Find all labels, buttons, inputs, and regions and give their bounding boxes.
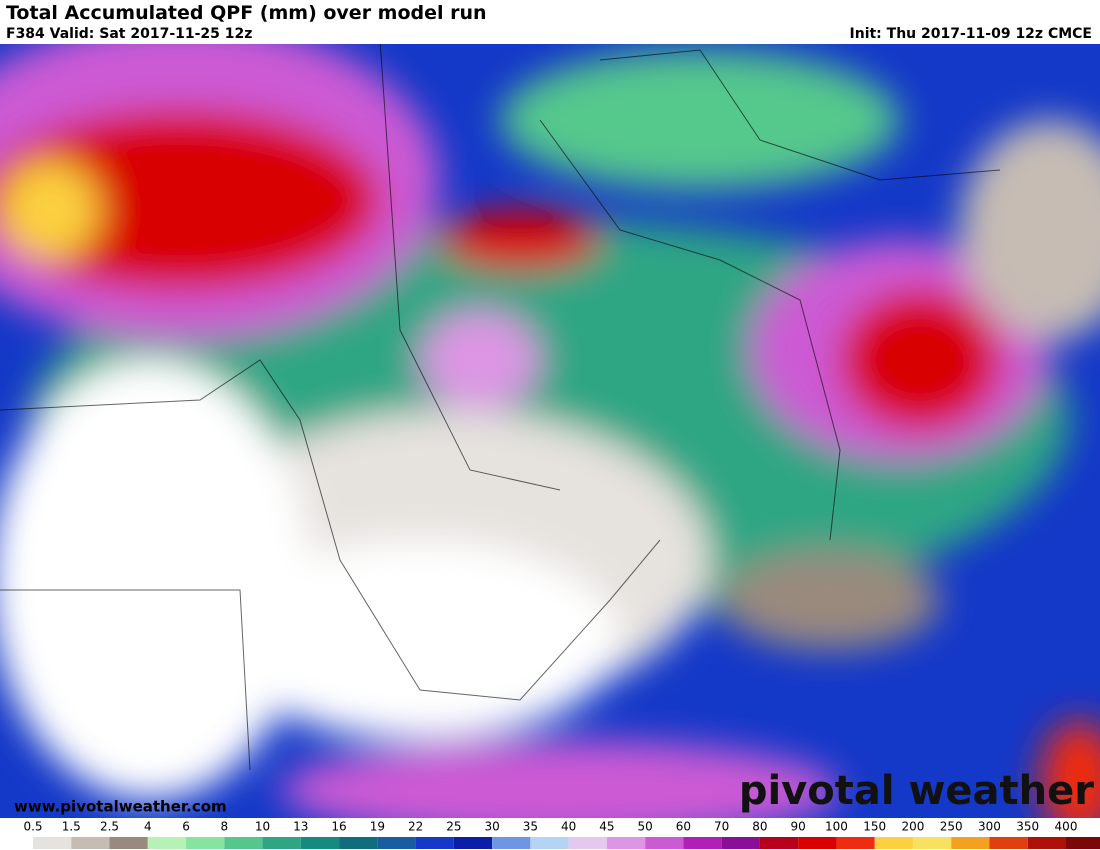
- legend-label: 13: [293, 820, 308, 834]
- legend-label: 0.5: [23, 820, 42, 834]
- legend-label: 6: [182, 820, 190, 834]
- legend-label: 250: [940, 820, 963, 834]
- legend-swatch: [109, 837, 148, 849]
- legend-swatch: [912, 837, 952, 849]
- legend-swatch: [874, 837, 913, 849]
- legend-label: 200: [902, 820, 925, 834]
- legend-label: 19: [370, 820, 385, 834]
- legend-label: 60: [676, 820, 691, 834]
- legend-label: 16: [331, 820, 346, 834]
- legend-label: 50: [638, 820, 653, 834]
- legend-swatch: [989, 837, 1028, 849]
- legend-label: 300: [978, 820, 1001, 834]
- legend-label: 8: [220, 820, 228, 834]
- legend-swatch: [568, 837, 607, 849]
- legend-label: 10: [255, 820, 270, 834]
- legend-swatch: [224, 837, 263, 849]
- legend-label: 25: [446, 820, 461, 834]
- precip-field: [0, 44, 1100, 818]
- legend-swatch: [71, 837, 110, 849]
- legend-swatch: [33, 837, 72, 849]
- legend-label: 2.5: [100, 820, 119, 834]
- legend-label: 350: [1016, 820, 1039, 834]
- legend-swatch: [339, 837, 378, 849]
- legend: 0.5 1.5 2.5 4 6 8 10 13 16 19 22 25 30 35 40 45 50 60 70 80…: [0, 818, 1100, 850]
- legend-label: 90: [791, 820, 806, 834]
- legend-swatch: [683, 837, 722, 849]
- legend-label: 4: [144, 820, 152, 834]
- legend-swatch: [530, 837, 569, 849]
- legend-swatch: [492, 837, 531, 849]
- legend-swatch: [645, 837, 684, 849]
- logo: pivotal weather: [739, 768, 1094, 814]
- legend-swatch: [759, 837, 799, 849]
- website: www.pivotalweather.com: [14, 798, 227, 816]
- legend-label: 100: [825, 820, 848, 834]
- legend-label: 45: [599, 820, 614, 834]
- legend-label: 22: [408, 820, 423, 834]
- legend-swatch: [0, 837, 33, 849]
- legend-label: 40: [561, 820, 576, 834]
- legend-label: 35: [523, 820, 538, 834]
- legend-label: 70: [714, 820, 729, 834]
- legend-swatch: [951, 837, 990, 849]
- legend-swatch: [377, 837, 416, 849]
- legend-label: 1.5: [62, 820, 81, 834]
- legend-swatch: [186, 837, 225, 849]
- legend-label: 150: [863, 820, 886, 834]
- valid-time: F384 Valid: Sat 2017-11-25 12z: [6, 26, 253, 42]
- legend-swatch: [721, 837, 760, 849]
- legend-swatch: [300, 837, 340, 849]
- legend-swatch: [1027, 837, 1066, 849]
- legend-swatch: [836, 837, 875, 849]
- legend-label: 400: [1055, 820, 1078, 834]
- legend-swatch: [798, 837, 837, 849]
- legend-swatch: [147, 837, 187, 849]
- legend-label: 80: [752, 820, 767, 834]
- legend-swatch: [415, 837, 454, 849]
- legend-swatch: [453, 837, 493, 849]
- legend-swatch: [262, 837, 301, 849]
- legend-swatch: [606, 837, 646, 849]
- title: Total Accumulated QPF (mm) over model ru…: [6, 2, 487, 24]
- init-time: Init: Thu 2017-11-09 12z CMCE: [849, 26, 1092, 42]
- legend-label: 30: [484, 820, 499, 834]
- legend-swatch: [1066, 837, 1100, 849]
